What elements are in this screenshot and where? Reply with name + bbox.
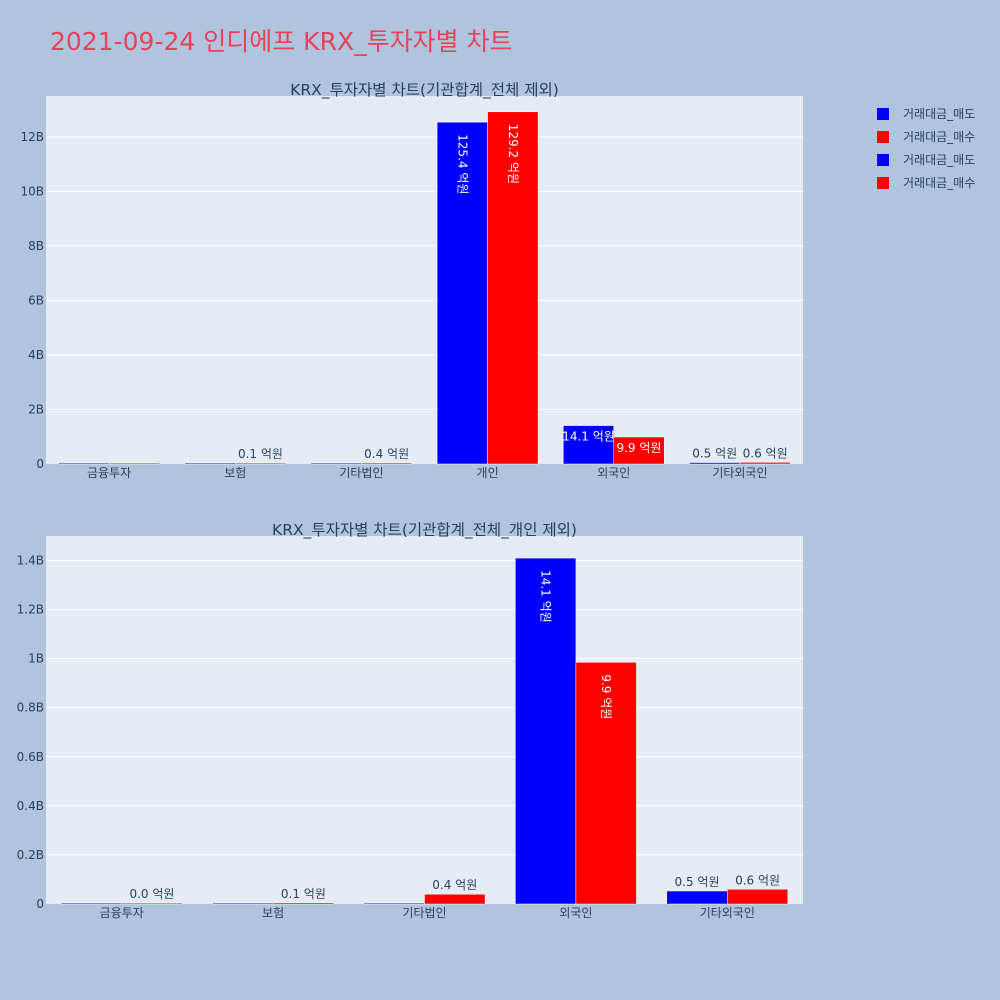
bar-sell [515,557,577,905]
legend-swatch [877,131,889,143]
chart-title: KRX_투자자별 차트(기관합계_전체_개인 제외) [272,521,577,540]
bar-sell [58,462,110,465]
bar-buy [235,462,286,465]
chart-top: 0 2B 4B 6B 8B 10B 12B KRX_투자자별 차트(기관합계_전체 제외) 금융… [20,81,803,480]
bar-data-label: 9.9 억원 [616,441,661,455]
bar-data-label: 0.4 억원 [364,447,409,461]
chart-title: KRX_투자자별 차트(기관합계_전체 제외) [290,81,559,100]
bar-buy [424,893,486,905]
x-tick-label: 기타외국인 [712,466,767,480]
x-tick-label: 금융투자 [100,906,144,920]
bar-buy [727,889,789,905]
x-tick-label: 기타외국인 [700,906,755,920]
y-tick-label: 0.2B [17,848,44,862]
legend-swatch [877,154,889,166]
chart-bottom: 0 0.2B 0.4B 0.6B 0.8B 1B 1.2B 1.4B KRX_투자자별 차트(기… [17,521,803,920]
bar-buy [361,462,413,465]
y-tick-label: 6B [28,293,44,307]
bar-sell [563,425,614,465]
x-tick-label: 보험 [262,906,284,920]
y-tick-label: 0 [36,457,44,471]
bar-data-label: 14.1 억원 [562,430,615,444]
bar-buy [121,902,183,905]
bar-buy [108,462,160,465]
bar-data-label: 125.4 억원 [455,134,469,194]
bar-data-label: 0.6 억원 [743,446,788,460]
y-tick-label: 4B [28,348,44,362]
x-tick-label: 보험 [224,466,246,480]
bar-data-label: 0.0 억원 [129,887,174,901]
bar-buy [487,111,539,465]
y-tick-label: 10B [20,184,44,198]
y-tick-label: 1.4B [17,554,44,568]
y-tick-label: 0.4B [17,799,44,813]
y-tick-label: 2B [28,402,44,416]
y-tick-label: 8B [28,239,44,253]
legend-label: 거래대금_매도 [903,107,975,121]
y-tick-label: 0 [36,897,44,911]
legend-label: 거래대금_매도 [903,153,975,167]
bar-buy [613,436,665,465]
bar-data-label: 0.4 억원 [432,878,477,892]
bar-sell [310,462,362,465]
bar-data-label: 0.6 억원 [735,873,780,887]
bar-data-label: 14.1 억원 [539,570,553,623]
bar-buy [272,902,334,905]
bar-buy [739,462,791,465]
bar-data-label: 0.5 억원 [675,875,720,889]
x-tick-label: 기타법인 [339,466,383,480]
bar-sell [212,902,274,905]
legend-label: 거래대금_매수 [903,176,975,190]
x-tick-label: 외국인 [559,906,592,920]
bar-buy [575,662,637,905]
bar-data-label: 0.1 억원 [238,447,283,461]
bar-sell [363,902,425,905]
bar-sell [184,462,236,465]
bar-data-label: 0.1 억원 [281,887,326,901]
legend-swatch [877,108,889,120]
page-title: 2021-09-24 인디에프 KRX_투자자별 차트 [50,27,513,56]
y-tick-label: 0.8B [17,701,44,715]
y-tick-label: 12B [20,130,44,144]
plot-area [46,96,803,464]
bar-sell [666,890,728,905]
bar-data-label: 9.9 억원 [599,674,613,719]
bar-sell [689,462,741,465]
plot-area [46,536,803,904]
legend-label: 거래대금_매수 [903,130,975,144]
legend-swatch [877,177,889,189]
x-tick-label: 기타법인 [402,906,446,920]
x-tick-label: 금융투자 [87,466,131,480]
x-tick-label: 외국인 [597,466,630,480]
bar-sell [60,902,122,905]
y-tick-label: 1B [28,652,44,666]
x-tick-label: 개인 [477,466,499,480]
bar-data-label: 129.2 억원 [506,124,520,184]
bar-data-label: 0.5 억원 [692,447,737,461]
y-tick-label: 1.2B [17,603,44,617]
y-tick-label: 0.6B [17,750,44,764]
